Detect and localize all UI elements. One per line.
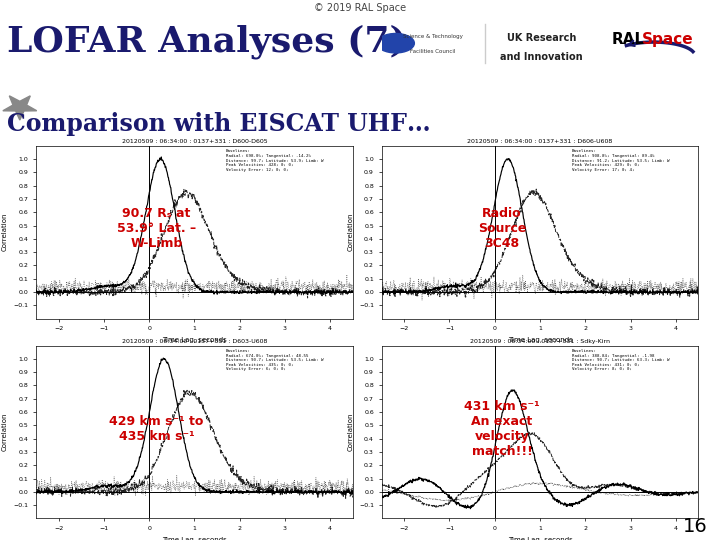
X-axis label: Time Lag, seconds: Time Lag, seconds — [162, 337, 227, 343]
Text: Radio
Source
3C48: Radio Source 3C48 — [478, 207, 526, 250]
Y-axis label: Correlation: Correlation — [348, 413, 354, 451]
Title: 20120509 : 06:34:00 : 0137+331 : D606-U608: 20120509 : 06:34:00 : 0137+331 : D606-U6… — [467, 139, 613, 144]
Y-axis label: Correlation: Correlation — [2, 413, 8, 451]
Text: LOFAR Analyses (7): LOFAR Analyses (7) — [7, 24, 407, 59]
X-axis label: Time Lag, seconds: Time Lag, seconds — [508, 537, 572, 540]
Text: RAL: RAL — [611, 32, 644, 46]
Text: and Innovation: and Innovation — [500, 52, 583, 62]
Y-axis label: Correlation: Correlation — [348, 213, 354, 252]
Text: Baselines:
Radial: 698.0%; Tangential: -14.2%
Distance: 99.7; Latitude: 53.9; Li: Baselines: Radial: 698.0%; Tangential: -… — [226, 149, 323, 172]
Text: UK Research: UK Research — [507, 32, 577, 43]
Title: 20120509 : 06:34:00 : 0137+331 : D600-D605: 20120509 : 06:34:00 : 0137+331 : D600-D6… — [122, 139, 267, 144]
Title: 20120509 : 06:34:00 : 0137+331 : Sdky-Kirn: 20120509 : 06:34:00 : 0137+331 : Sdky-Ki… — [470, 339, 610, 344]
X-axis label: Time Lag, seconds: Time Lag, seconds — [508, 337, 572, 343]
Text: Baselines:
Radial: 908.8%; Tangential: 89.4%
Distance: 91.2; Latitude: 53.5; Lim: Baselines: Radial: 908.8%; Tangential: 8… — [572, 149, 669, 172]
Text: Space: Space — [642, 32, 693, 46]
Text: 429 km s⁻¹ to
435 km s⁻¹: 429 km s⁻¹ to 435 km s⁻¹ — [109, 415, 204, 443]
Y-axis label: Correlation: Correlation — [2, 213, 8, 252]
Text: Comparison with EISCAT UHF…: Comparison with EISCAT UHF… — [7, 112, 431, 136]
Circle shape — [377, 33, 415, 53]
Text: © 2019 RAL Space: © 2019 RAL Space — [314, 3, 406, 13]
Text: Baselines:
Radial: 674.0%; Tangential: 48.55
Distance: 90.7; Latitude: 53.5; Lim: Baselines: Radial: 674.0%; Tangential: 4… — [226, 349, 323, 372]
Text: 16: 16 — [683, 517, 707, 536]
Text: Science & Technology: Science & Technology — [403, 35, 463, 39]
Polygon shape — [3, 96, 37, 120]
Text: Baselines:
Radial: 388.84; Tangential: -1.98
Distance: 90.7; Latitude: 63.3; Lim: Baselines: Radial: 388.84; Tangential: -… — [572, 349, 669, 372]
Title: 20120509 : 06:34:00 : 0137+331 : D603-U608: 20120509 : 06:34:00 : 0137+331 : D603-U6… — [122, 339, 267, 344]
Text: Facilities Council: Facilities Council — [410, 49, 456, 54]
Text: 431 km s⁻¹
An exact
velocity
match!!!: 431 km s⁻¹ An exact velocity match!!! — [464, 400, 540, 457]
Text: 90.7 Rₛ at
53.9° Lat. –
W-Limb: 90.7 Rₛ at 53.9° Lat. – W-Limb — [117, 207, 196, 250]
X-axis label: Time Lag, seconds: Time Lag, seconds — [162, 537, 227, 540]
